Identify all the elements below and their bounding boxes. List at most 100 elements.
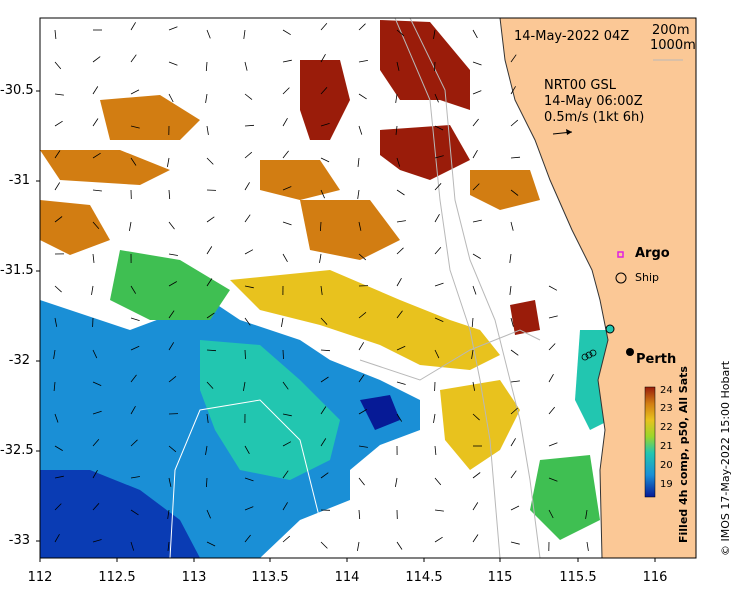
current-vector: [282, 59, 292, 63]
current-vector: [205, 93, 208, 103]
current-vector: [548, 477, 558, 482]
current-vector: [92, 503, 100, 511]
axis-ticks: [36, 90, 656, 562]
current-vector: [282, 413, 292, 417]
current-vector: [358, 23, 366, 31]
current-vector: [358, 253, 367, 261]
current-vector: [92, 253, 95, 263]
current-vector: [472, 534, 479, 543]
current-vector: [130, 157, 137, 166]
current-vector: [320, 123, 330, 127]
current-vector: [472, 61, 482, 66]
lon-tick-label: 115.5: [559, 570, 597, 585]
current-model-label: NRT00 GSL: [544, 78, 616, 93]
sst-warm-spot: [510, 300, 540, 335]
current-vector: [244, 317, 251, 326]
current-vector: [54, 61, 62, 70]
current-vector: [206, 477, 208, 488]
sst-orange-coastal: [260, 160, 340, 200]
contour-1000m-label: 1000m: [650, 38, 696, 53]
mooring-marker: [605, 324, 615, 334]
sst-navy-spot: [360, 395, 400, 430]
current-vector: [168, 189, 171, 200]
current-vector: [281, 317, 284, 327]
current-vector: [54, 29, 57, 40]
current-vector: [395, 125, 398, 135]
current-vector: [320, 22, 328, 31]
current-vector: [168, 342, 175, 351]
current-vector: [168, 61, 178, 66]
current-vector: [206, 125, 209, 135]
current-vector: [54, 93, 64, 96]
current-vector: [510, 317, 514, 327]
sst-warm-northeast: [380, 20, 470, 110]
current-vector: [472, 285, 477, 295]
colorbar-label: Filled 4h comp, p50, All Sats: [677, 366, 690, 543]
perth-label: Perth: [636, 352, 677, 367]
lat-tick-label: -30.5: [0, 83, 34, 98]
contour-offshore: [169, 399, 321, 558]
current-vector: [168, 445, 177, 453]
colorbar-tick: 19: [660, 479, 673, 490]
lon-tick-label: 112: [27, 570, 53, 585]
current-vector: [244, 182, 250, 191]
current-vector: [548, 285, 558, 291]
credit-label: © IMOS 17-May-2022 15:00 Hobart: [719, 360, 732, 556]
contour-shelf: [359, 329, 541, 381]
current-vector: [54, 475, 64, 479]
current-vector: [434, 125, 444, 131]
current-vector: [244, 61, 248, 71]
current-vector: [168, 477, 172, 487]
lon-tick-label: 113.5: [251, 570, 289, 585]
current-vector: [320, 87, 328, 95]
colorbar-tick: 22: [660, 422, 673, 433]
current-vector: [282, 502, 288, 511]
current-vector: [54, 285, 62, 293]
current-vector: [206, 29, 211, 39]
current-vector: [167, 157, 170, 167]
current-vector: [396, 345, 406, 351]
current-vector: [510, 380, 520, 383]
current-vector: [434, 317, 444, 322]
current-vector: [434, 477, 442, 486]
ship-track: [581, 349, 597, 361]
current-vector: [433, 29, 436, 39]
current-vector: [434, 61, 436, 72]
contour-1000m: [394, 18, 501, 558]
current-vector: [54, 413, 59, 423]
current-vector: [510, 541, 520, 545]
current-vector: [205, 445, 208, 455]
lat-tick-label: -33: [8, 533, 30, 548]
current-vector: [92, 189, 102, 192]
current-vector: [282, 221, 292, 226]
current-vector: [510, 86, 516, 95]
colorbar-tick: 23: [660, 403, 673, 414]
sst-orange-east: [470, 170, 540, 210]
lat-tick-label: -32.5: [0, 443, 34, 458]
current-vector: [53, 381, 56, 392]
current-vector: [358, 125, 363, 135]
current-vector: [320, 157, 330, 163]
current-vector: [396, 157, 401, 167]
current-vector: [320, 472, 329, 479]
current-vector: [168, 281, 177, 287]
current-vector: [130, 22, 136, 31]
current-vector: [244, 214, 251, 223]
current-vector: [472, 381, 475, 391]
current-vector: [548, 509, 554, 519]
current-vector: [92, 221, 100, 230]
current-vector: [92, 152, 101, 159]
current-vector: [358, 409, 368, 415]
current-vector: [206, 509, 211, 519]
sst-orange-central: [40, 150, 170, 185]
current-vector: [434, 509, 444, 512]
current-vector: [130, 54, 137, 63]
current-vector: [244, 349, 246, 360]
current-vector: [320, 349, 331, 352]
argo-marker: [617, 251, 624, 258]
current-vector: [472, 90, 482, 95]
current-vector: [434, 445, 437, 456]
current-vector: [548, 374, 554, 383]
current-vector: [282, 535, 291, 543]
current-vector: [130, 374, 137, 383]
